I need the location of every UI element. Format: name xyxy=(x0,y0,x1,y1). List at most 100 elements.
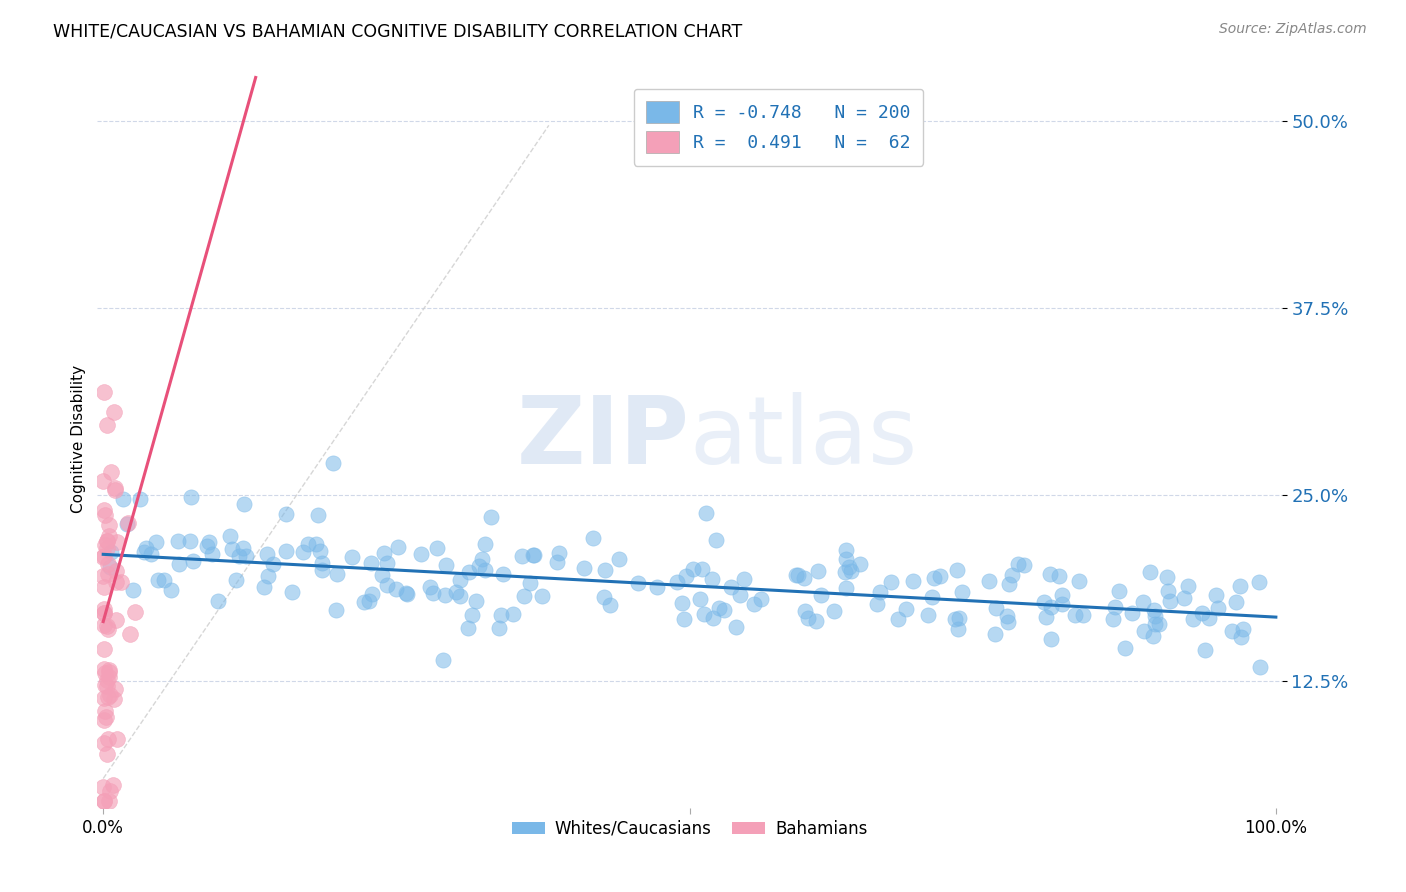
Point xyxy=(98,560,121,574)
Point xyxy=(702,611,724,625)
Point xyxy=(950,585,973,599)
Point xyxy=(353,594,375,608)
Point xyxy=(672,612,695,626)
Point xyxy=(609,552,631,566)
Point xyxy=(666,574,689,589)
Point xyxy=(122,582,145,597)
Point xyxy=(124,605,146,619)
Point xyxy=(1142,629,1164,643)
Point xyxy=(474,537,496,551)
Point xyxy=(105,731,128,746)
Point xyxy=(93,384,115,399)
Point xyxy=(979,574,1001,588)
Point xyxy=(322,456,344,470)
Point xyxy=(98,784,121,798)
Point xyxy=(395,585,418,599)
Point xyxy=(93,794,115,808)
Point xyxy=(357,594,380,608)
Point xyxy=(276,544,298,558)
Point xyxy=(93,549,115,563)
Point xyxy=(93,550,115,565)
Point xyxy=(946,622,969,636)
Text: atlas: atlas xyxy=(689,392,918,484)
Point xyxy=(129,492,152,507)
Point xyxy=(593,591,616,605)
Point xyxy=(512,590,534,604)
Point xyxy=(468,558,491,573)
Point xyxy=(751,591,773,606)
Point xyxy=(1144,609,1167,624)
Point xyxy=(1104,600,1126,615)
Point xyxy=(1012,558,1035,572)
Point xyxy=(100,465,122,479)
Point xyxy=(1173,591,1195,606)
Point xyxy=(531,589,554,603)
Point xyxy=(360,556,382,570)
Point xyxy=(98,665,121,679)
Point xyxy=(444,585,467,599)
Point xyxy=(1139,565,1161,579)
Point xyxy=(1108,584,1130,599)
Point xyxy=(1182,612,1205,626)
Point xyxy=(465,593,488,607)
Point xyxy=(724,620,747,634)
Point xyxy=(100,545,122,559)
Point xyxy=(97,663,120,677)
Point xyxy=(395,587,418,601)
Point xyxy=(276,507,298,521)
Point xyxy=(360,587,382,601)
Point xyxy=(1040,600,1063,615)
Point xyxy=(93,678,115,692)
Point xyxy=(132,545,155,559)
Point xyxy=(693,607,716,621)
Point xyxy=(375,556,398,570)
Point xyxy=(325,603,347,617)
Text: Source: ZipAtlas.com: Source: ZipAtlas.com xyxy=(1219,22,1367,37)
Point xyxy=(720,581,742,595)
Point xyxy=(599,599,621,613)
Point xyxy=(523,548,546,562)
Point xyxy=(434,558,457,573)
Point xyxy=(419,580,441,594)
Point xyxy=(103,404,125,418)
Point xyxy=(96,679,118,693)
Point xyxy=(207,594,229,608)
Point xyxy=(97,518,120,533)
Point xyxy=(1050,588,1073,602)
Point xyxy=(984,627,1007,641)
Point xyxy=(111,491,134,506)
Point xyxy=(103,691,125,706)
Point xyxy=(917,608,939,623)
Point xyxy=(307,508,329,522)
Point xyxy=(93,690,115,705)
Point xyxy=(479,510,502,524)
Point xyxy=(700,572,723,586)
Point xyxy=(682,562,704,576)
Point xyxy=(96,534,118,549)
Point xyxy=(97,794,120,808)
Point xyxy=(342,549,364,564)
Point xyxy=(449,573,471,587)
Point xyxy=(93,602,115,616)
Point xyxy=(235,549,257,564)
Point xyxy=(384,582,406,596)
Point xyxy=(120,627,142,641)
Point xyxy=(93,502,115,516)
Point xyxy=(519,575,541,590)
Point xyxy=(94,508,117,522)
Point xyxy=(461,607,484,622)
Point xyxy=(93,569,115,583)
Point xyxy=(1071,608,1094,623)
Point xyxy=(103,682,125,697)
Point xyxy=(887,612,910,626)
Point xyxy=(489,607,512,622)
Point xyxy=(166,534,188,549)
Point xyxy=(574,561,596,575)
Point xyxy=(311,562,333,576)
Point xyxy=(869,584,891,599)
Point xyxy=(93,662,115,676)
Point xyxy=(995,608,1018,623)
Point xyxy=(94,666,117,681)
Point xyxy=(834,581,856,595)
Point xyxy=(96,673,118,687)
